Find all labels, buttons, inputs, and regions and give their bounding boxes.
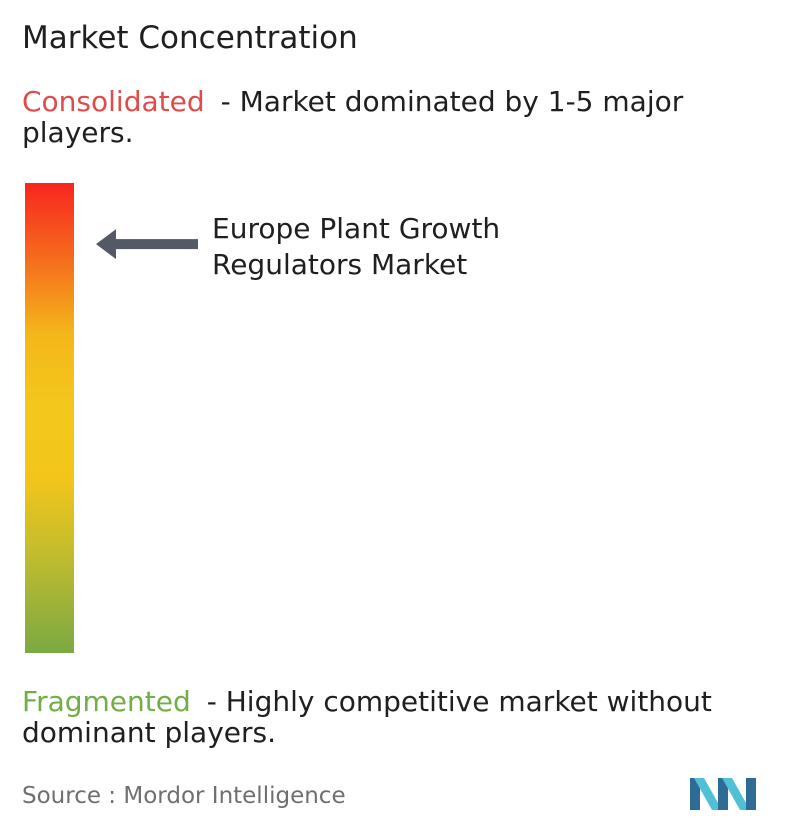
consolidated-legend: Consolidated - Market dominated by 1-5 ma… [22, 86, 782, 148]
fragmented-description: - Highly competitive market without domi… [22, 685, 712, 749]
mordor-intelligence-logo-icon [690, 778, 756, 810]
marker-arrow-shaft [112, 239, 198, 250]
market-marker-arrow [96, 229, 198, 260]
source-value: Mordor Intelligence [123, 783, 346, 809]
logo-stroke-diagonal-2 [722, 778, 750, 810]
chart-title: Market Concentration [22, 20, 358, 56]
concentration-scale-bar [25, 183, 74, 653]
market-name-line-1: Europe Plant Growth [212, 212, 501, 246]
source-line: Source : Mordor Intelligence [22, 781, 346, 811]
marker-arrow-head [96, 229, 116, 260]
logo-stroke-diagonal-1 [694, 778, 722, 810]
logo-stroke-middle [718, 778, 728, 810]
fragmented-legend: Fragmented - Highly competitive market wi… [22, 686, 787, 748]
consolidated-term: Consolidated [22, 85, 205, 118]
market-name-label: Europe Plant Growth Regulators Market [212, 211, 572, 283]
logo-stroke-right [746, 778, 756, 810]
logo-stroke-left [690, 778, 700, 810]
source-label: Source : [22, 783, 117, 809]
consolidated-description: - Market dominated by 1-5 major players. [22, 85, 684, 149]
fragmented-term: Fragmented [22, 685, 191, 718]
market-name-line-2: Regulators Market [212, 248, 468, 282]
